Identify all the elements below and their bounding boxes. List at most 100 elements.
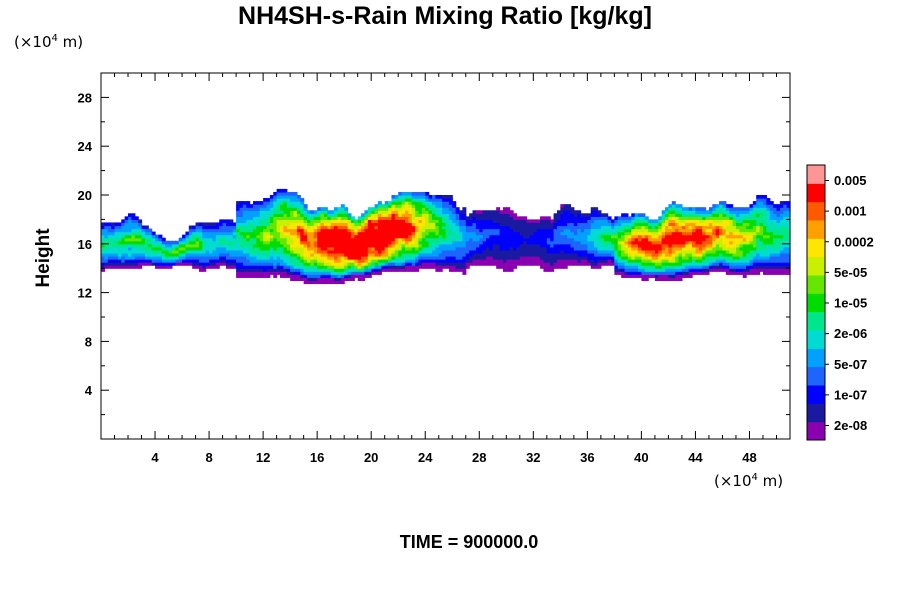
field-cell (627, 249, 632, 254)
field-cell (124, 259, 129, 263)
field-cell (249, 246, 254, 251)
field-cell (411, 262, 416, 266)
field-cell (202, 228, 207, 233)
field-cell (307, 222, 311, 227)
field-cell (651, 252, 656, 257)
field-cell (246, 225, 251, 230)
field-cell (719, 204, 724, 208)
field-cell (425, 249, 430, 254)
field-cell (786, 204, 791, 208)
field-cell (340, 216, 345, 220)
field-cell (428, 252, 433, 257)
field-cell (715, 249, 720, 254)
field-cell (708, 228, 713, 233)
field-cell (739, 237, 744, 242)
field-cell (594, 234, 599, 239)
field-cell (330, 271, 335, 275)
field-cell (536, 256, 541, 260)
field-cell (421, 225, 426, 230)
field-cell (685, 222, 690, 227)
field-cell (252, 234, 257, 239)
field-cell (668, 243, 673, 248)
field-cell (269, 198, 274, 202)
field-cell (661, 210, 666, 214)
field-cell (222, 246, 227, 251)
field-cell (158, 252, 163, 257)
field-cell (252, 265, 257, 269)
field-cell (242, 213, 247, 217)
field-cell (489, 210, 494, 214)
field-cell (428, 265, 433, 269)
field-cell (246, 240, 251, 245)
field-cell (590, 222, 595, 227)
field-cell (104, 240, 109, 245)
field-cell (577, 231, 582, 236)
field-cell (668, 216, 673, 220)
field-cell (749, 240, 754, 245)
field-cell (205, 240, 210, 245)
field-cell (722, 234, 727, 239)
field-cell (431, 231, 436, 236)
field-cell (708, 249, 713, 254)
field-cell (276, 234, 281, 239)
field-cell (529, 225, 534, 230)
field-cell (776, 249, 781, 254)
field-cell (182, 252, 187, 257)
field-cell (374, 225, 379, 230)
field-cell (276, 262, 281, 266)
field-cell (631, 259, 636, 263)
field-cell (310, 234, 315, 239)
field-cell (134, 265, 139, 269)
field-cell (513, 265, 518, 269)
field-cell (678, 256, 683, 260)
field-cell (111, 231, 116, 236)
field-cell (472, 243, 477, 248)
field-cell (435, 252, 440, 257)
field-cell (742, 246, 747, 251)
field-cell (523, 240, 528, 245)
field-cell (300, 246, 305, 251)
field-cell (229, 246, 234, 251)
field-cell (124, 249, 129, 254)
field-cell (114, 252, 119, 257)
field-cell (246, 228, 251, 233)
field-cell (198, 256, 203, 260)
field-cell (344, 246, 349, 251)
field-cell (513, 222, 518, 227)
x-tick-label: 28 (472, 450, 486, 465)
field-cell (232, 259, 237, 263)
field-cell (357, 231, 362, 236)
field-cell (678, 210, 683, 214)
field-cell (776, 252, 781, 257)
field-cell (708, 216, 713, 220)
field-cell (337, 225, 342, 230)
field-cell (641, 265, 646, 269)
field-cell (246, 234, 251, 239)
field-cell (624, 274, 629, 278)
field-cell (671, 252, 676, 257)
field-cell (296, 274, 301, 278)
field-cell (276, 188, 281, 193)
field-cell (563, 256, 568, 260)
field-cell (438, 207, 443, 211)
field-cell (708, 265, 713, 269)
field-cell (698, 249, 703, 254)
field-cell (560, 210, 565, 214)
field-cell (590, 207, 595, 211)
field-cell (286, 259, 291, 263)
field-cell (455, 210, 460, 214)
field-cell (536, 225, 541, 230)
field-cell (627, 259, 632, 263)
field-cell (675, 256, 680, 260)
field-cell (651, 256, 656, 260)
field-cell (746, 207, 751, 211)
field-cell (644, 274, 649, 278)
y-tick-label: 8 (85, 334, 92, 349)
field-cell (590, 210, 595, 214)
field-cell (242, 225, 247, 230)
field-cell (249, 271, 254, 275)
field-cell (215, 234, 220, 239)
field-cell (506, 231, 511, 236)
field-cell (546, 252, 551, 257)
field-cell (675, 277, 680, 281)
